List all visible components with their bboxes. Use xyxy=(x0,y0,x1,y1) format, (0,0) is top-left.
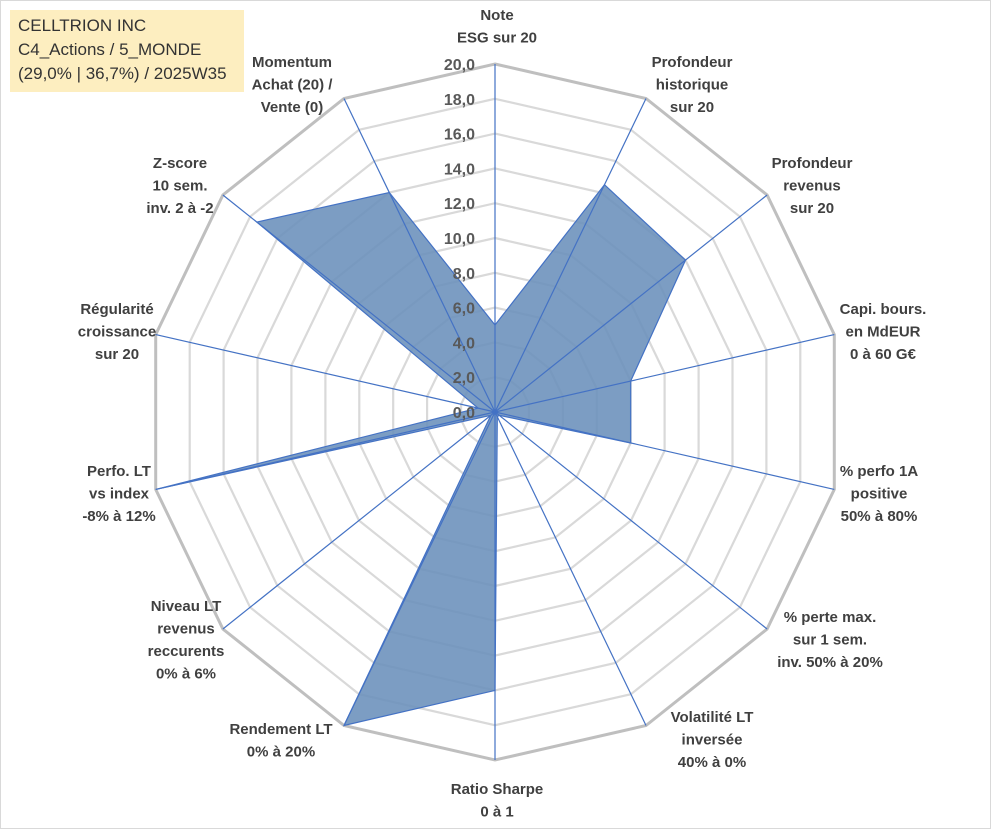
tick-label: 12,0 xyxy=(444,196,475,213)
axis-label: Profondeur revenus sur 20 xyxy=(772,155,853,217)
axis-label: Niveau LT revenus reccurents 0% à 6% xyxy=(148,598,225,683)
axis-label: Perfo. LT vs index -8% à 12% xyxy=(82,463,155,525)
axis-label: Capi. bours. en MdEUR 0 à 60 G€ xyxy=(840,301,927,363)
category-label: C4_Actions / 5_MONDE xyxy=(18,40,202,59)
radar-series xyxy=(155,183,687,727)
axis-label: Note ESG sur 20 xyxy=(457,7,537,47)
tick-label: 20,0 xyxy=(444,57,475,74)
tick-label: 16,0 xyxy=(444,127,475,144)
axis-label: % perfo 1A positive 50% à 80% xyxy=(840,463,919,525)
tick-label: 2,0 xyxy=(453,370,475,387)
axis-label: Z-score 10 sem. inv. 2 à -2 xyxy=(146,155,213,217)
axis-label: Ratio Sharpe 0 à 1 xyxy=(451,781,544,821)
axis-label: Régularité croissance sur 20 xyxy=(78,301,156,363)
series-area xyxy=(155,183,687,727)
tick-label: 6,0 xyxy=(453,301,475,318)
axis-labels: Note ESG sur 20 Profondeur historique sur 20… xyxy=(78,7,927,821)
axis-spoke xyxy=(494,334,835,413)
axis-spoke xyxy=(494,411,647,726)
axis-spoke xyxy=(155,334,496,413)
axis-spoke xyxy=(494,411,768,630)
axis-spoke xyxy=(343,411,496,726)
tick-label: 10,0 xyxy=(444,231,475,248)
radial-tick-labels: 0,0 2,0 4,0 6,0 8,0 10,0 12,0 14,0 16,0 18,0 20,0 xyxy=(444,57,475,422)
axis-label: Profondeur historique sur 20 xyxy=(652,54,733,116)
tick-label: 18,0 xyxy=(444,92,475,109)
radar-spokes xyxy=(155,64,835,760)
tick-label: 14,0 xyxy=(444,161,475,178)
axis-spoke xyxy=(494,98,647,413)
axis-spoke xyxy=(155,411,496,490)
axis-spoke xyxy=(222,411,496,630)
stats-label: (29,0% | 36,7%) / 2025W35 xyxy=(18,64,227,83)
axis-label: Volatilité LT inversée 40% à 0% xyxy=(671,709,754,771)
axis-label: Rendement LT 0% à 20% xyxy=(229,721,332,761)
company-name: CELLTRION INC xyxy=(18,16,147,35)
tick-label: 8,0 xyxy=(453,266,475,283)
axis-spoke xyxy=(494,194,768,413)
tick-label: 4,0 xyxy=(453,335,475,352)
axis-spoke xyxy=(343,98,496,413)
axis-label: Momentum Achat (20) / Vente (0) xyxy=(252,54,334,116)
axis-spoke xyxy=(494,411,835,490)
title-box: CELLTRION INC C4_Actions / 5_MONDE (29,0… xyxy=(10,10,244,92)
axis-spoke xyxy=(222,194,496,413)
axis-label: % perte max. sur 1 sem. inv. 50% à 20% xyxy=(777,609,883,671)
tick-label: 0,0 xyxy=(453,405,475,422)
